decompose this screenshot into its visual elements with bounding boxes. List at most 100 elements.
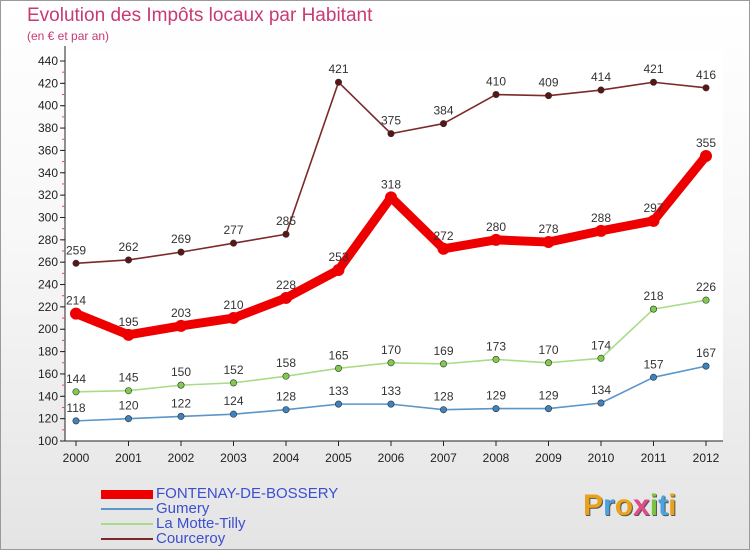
data-point xyxy=(597,399,605,407)
legend-label: FONTENAY-DE-BOSSERY xyxy=(156,485,339,502)
y-tick-label: 360 xyxy=(38,143,58,157)
data-label: 170 xyxy=(381,343,401,357)
data-point xyxy=(227,312,240,325)
logo-letter: t xyxy=(658,489,669,522)
data-point xyxy=(175,319,187,332)
data-label: 210 xyxy=(223,298,243,312)
data-point xyxy=(230,239,238,247)
data-label: 158 xyxy=(276,356,296,370)
data-point xyxy=(72,259,80,267)
x-tick-label: 2003 xyxy=(220,451,247,465)
data-point xyxy=(280,291,292,304)
data-point xyxy=(649,373,657,381)
data-point xyxy=(647,214,660,227)
y-tick-label: 100 xyxy=(38,434,58,448)
x-tick-label: 2001 xyxy=(115,451,142,465)
y-tick-label: 160 xyxy=(38,367,58,381)
data-point xyxy=(230,379,238,387)
data-point xyxy=(439,406,447,414)
data-point xyxy=(387,359,395,367)
data-point xyxy=(282,406,290,414)
logo-letter: i xyxy=(649,489,659,522)
data-label: 410 xyxy=(486,75,506,89)
data-label: 272 xyxy=(433,229,453,243)
data-point xyxy=(492,405,500,413)
y-tick-label: 260 xyxy=(38,255,58,269)
data-label: 169 xyxy=(433,344,453,358)
x-tick-label: 2006 xyxy=(378,451,405,465)
data-point xyxy=(595,224,607,237)
y-tick-label: 380 xyxy=(38,121,58,135)
data-label: 409 xyxy=(538,76,558,90)
data-label: 226 xyxy=(696,280,716,294)
data-label: 297 xyxy=(643,201,663,215)
data-point xyxy=(544,405,552,413)
y-tick-label: 140 xyxy=(38,389,58,403)
data-point xyxy=(334,364,342,372)
data-label: 253 xyxy=(328,250,348,264)
legend-swatch xyxy=(101,538,153,540)
data-label: 150 xyxy=(171,365,191,379)
data-label: 421 xyxy=(643,62,663,76)
y-tick-label: 320 xyxy=(38,188,58,202)
data-point xyxy=(332,264,345,276)
y-tick-label: 240 xyxy=(38,278,58,292)
data-point xyxy=(177,248,185,256)
logo-letter: x xyxy=(633,489,650,522)
y-tick-label: 220 xyxy=(38,300,58,314)
logo-letter: i xyxy=(668,489,677,522)
data-point xyxy=(282,372,290,380)
x-tick-label: 2008 xyxy=(483,451,510,465)
data-point xyxy=(597,354,605,362)
data-label: 414 xyxy=(591,70,611,84)
data-point xyxy=(490,233,502,246)
data-point xyxy=(700,150,712,162)
data-label: 157 xyxy=(643,357,663,371)
data-point xyxy=(544,92,552,100)
data-point xyxy=(702,84,710,92)
legend-label: La Motte-Tilly xyxy=(156,515,246,532)
data-point xyxy=(439,360,447,368)
data-point xyxy=(387,130,395,138)
data-point xyxy=(439,120,447,128)
plot-area xyxy=(65,50,723,441)
data-label: 173 xyxy=(486,339,506,353)
data-label: 269 xyxy=(171,232,191,246)
y-tick-label: 280 xyxy=(38,233,58,247)
legend-swatch xyxy=(101,508,153,510)
legend-swatch xyxy=(101,489,153,499)
data-point xyxy=(72,388,80,396)
data-point xyxy=(177,412,185,420)
logo-letter: r xyxy=(603,489,615,522)
legend-swatch xyxy=(101,523,153,525)
data-label: 133 xyxy=(328,384,348,398)
data-point xyxy=(122,328,135,341)
data-point xyxy=(702,362,710,370)
y-tick-label: 440 xyxy=(38,54,58,68)
legend-label: Gumery xyxy=(156,500,210,517)
data-label: 124 xyxy=(223,394,243,408)
x-tick-label: 2002 xyxy=(168,451,195,465)
x-tick-label: 2005 xyxy=(325,451,352,465)
x-tick-label: 2007 xyxy=(430,451,457,465)
data-point xyxy=(385,191,397,204)
data-point xyxy=(597,86,605,94)
data-label: 203 xyxy=(171,306,191,320)
data-label: 129 xyxy=(538,389,558,403)
y-tick-label: 340 xyxy=(38,166,58,180)
data-label: 416 xyxy=(696,68,716,82)
x-tick-label: 2011 xyxy=(641,451,667,465)
data-label: 355 xyxy=(696,136,716,150)
data-label: 318 xyxy=(381,177,401,191)
data-point xyxy=(72,417,80,425)
data-point xyxy=(702,296,710,304)
data-point xyxy=(649,78,657,86)
data-label: 144 xyxy=(66,372,86,386)
data-point xyxy=(387,400,395,408)
data-label: 134 xyxy=(591,383,611,397)
y-tick-label: 400 xyxy=(38,99,58,113)
data-label: 278 xyxy=(538,222,558,236)
x-tick-label: 2004 xyxy=(273,451,300,465)
x-tick-label: 2000 xyxy=(63,451,90,465)
